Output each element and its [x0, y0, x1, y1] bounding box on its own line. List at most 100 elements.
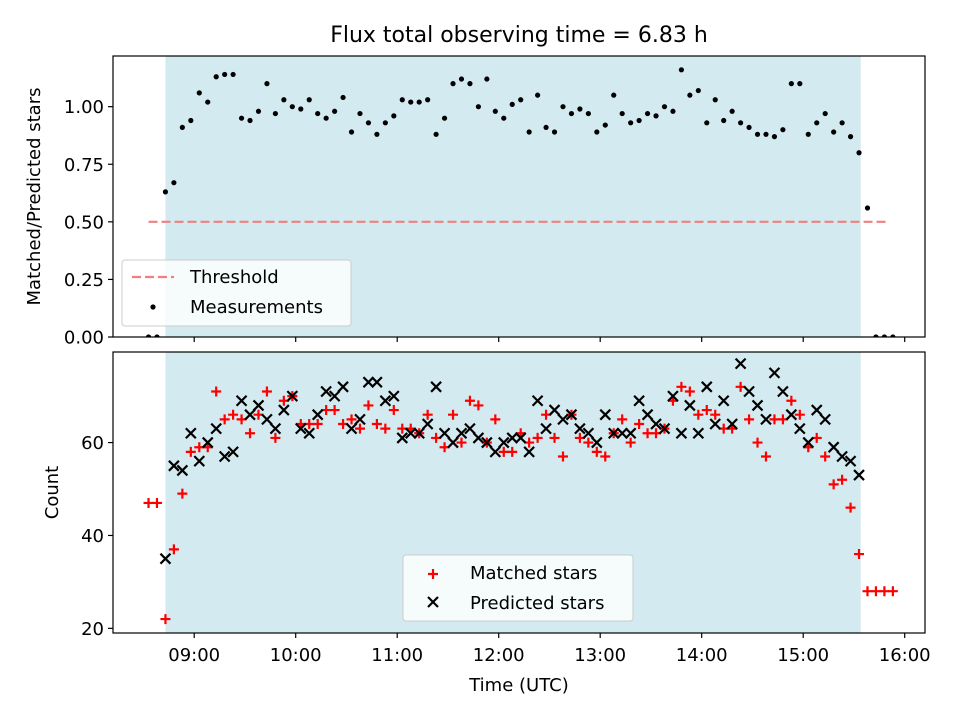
measurement-point [763, 131, 769, 137]
matched-star-point [854, 549, 865, 560]
predicted-star-point [557, 413, 569, 426]
bottom-legend: Matched stars Predicted stars [402, 554, 634, 622]
matched-star-point [845, 502, 856, 513]
matched-star-point [261, 386, 272, 397]
x-tick-label: 10:00 [270, 645, 322, 666]
predicted-star-point [692, 427, 705, 440]
measurement-point [247, 117, 253, 124]
predicted-star-point [777, 385, 789, 398]
measurement-point [695, 87, 701, 94]
measurement-point [340, 94, 346, 101]
matched-star-point [879, 586, 890, 597]
predicted-star-point [599, 408, 612, 421]
matched-star-point [388, 405, 399, 416]
matched-star-point [634, 418, 645, 429]
measurement-point [814, 120, 820, 126]
matched-star-point [684, 386, 695, 397]
legend-matched-swatch [428, 569, 438, 579]
predicted-star-point [413, 427, 425, 440]
measurement-point [272, 110, 278, 117]
matched-star-point [752, 437, 763, 448]
predicted-star-point [565, 408, 578, 421]
measurement-point [628, 120, 634, 126]
predicted-star-point [531, 394, 544, 407]
predicted-star-point [278, 404, 290, 416]
top-axes-frame [112, 55, 926, 338]
predicted-star-point [574, 422, 586, 435]
measurement-point [518, 97, 524, 103]
measurement-point [382, 120, 388, 126]
matched-star-point [760, 451, 771, 462]
predicted-star-point [235, 394, 248, 407]
matched-star-point [185, 446, 196, 457]
matched-star-point [456, 437, 467, 448]
measurement-point [577, 106, 583, 112]
predicted-star-point [345, 422, 358, 435]
predicted-star-point [438, 427, 451, 440]
predicted-star-point [768, 367, 781, 379]
y-axis-label: Count [42, 466, 63, 519]
predicted-star-point [726, 418, 738, 430]
matched-star-point [828, 479, 839, 490]
measurement-point [467, 81, 473, 87]
measurement-point [298, 106, 304, 112]
measurement-point [890, 334, 896, 337]
predicted-star-point [168, 460, 180, 472]
measurement-point [551, 129, 558, 135]
matched-star-point [346, 414, 357, 425]
predicted-star-point [311, 408, 324, 421]
predicted-star-point [506, 432, 519, 444]
predicted-star-point [802, 436, 815, 449]
predicted-star-point [675, 427, 688, 440]
matched-star-point [371, 418, 382, 429]
predicted-star-point [641, 408, 654, 421]
measurement-point [162, 189, 169, 195]
matched-star-point [820, 451, 831, 462]
matched-star-point [642, 428, 653, 439]
measurement-point [399, 97, 405, 103]
matched-star-point [617, 414, 628, 425]
y-tick-label: 0.25 [64, 270, 104, 291]
matched-star-point [380, 423, 391, 434]
measurement-point [864, 205, 871, 211]
predicted-star-point [379, 394, 392, 407]
measurement-point [264, 81, 270, 87]
predicted-star-point [607, 427, 620, 440]
predicted-star-point [751, 399, 764, 412]
x-axis-label: Time (UTC) [468, 675, 569, 696]
predicted-star-point [819, 413, 831, 426]
predicted-star-point [853, 469, 865, 481]
measurement-point [213, 74, 219, 80]
measurement-point [594, 129, 600, 135]
predicted-star-point [430, 381, 442, 393]
y-tick-label: 40 [81, 526, 104, 547]
x-tick-label: 12:00 [473, 645, 525, 666]
matched-star-point [701, 405, 712, 416]
predicted-star-point [540, 422, 552, 435]
bottom-panel: 20 40 60 09:00 10:00 11:00 12:00 13:00 14:00 15:0… [42, 351, 931, 696]
measurement-point [738, 120, 744, 126]
predicted-star-point [481, 436, 493, 449]
matched-star-point [769, 414, 780, 425]
measurement-point [687, 92, 693, 98]
matched-star-point [270, 432, 281, 443]
measurement-point [746, 124, 752, 131]
matched-star-point [160, 614, 171, 625]
measurement-point [188, 117, 194, 124]
bottom-axes-frame [112, 351, 926, 634]
matched-star-point [549, 432, 560, 443]
measurement-point [230, 71, 236, 78]
predicted-star-point [658, 422, 671, 435]
measurement-point [408, 99, 414, 105]
y-tick-label: 20 [81, 619, 104, 640]
matched-star-point [557, 451, 568, 462]
measurement-point [704, 120, 710, 126]
measurement-point [238, 115, 245, 121]
legend-box [402, 554, 634, 622]
measurement-point [881, 334, 887, 337]
predicted-star-point [404, 427, 417, 440]
predicted-star-point [354, 413, 366, 426]
legend-matched-label: Matched stars [470, 563, 597, 584]
y-tick-label: 1.00 [64, 97, 104, 118]
predicted-star-point [269, 422, 282, 435]
